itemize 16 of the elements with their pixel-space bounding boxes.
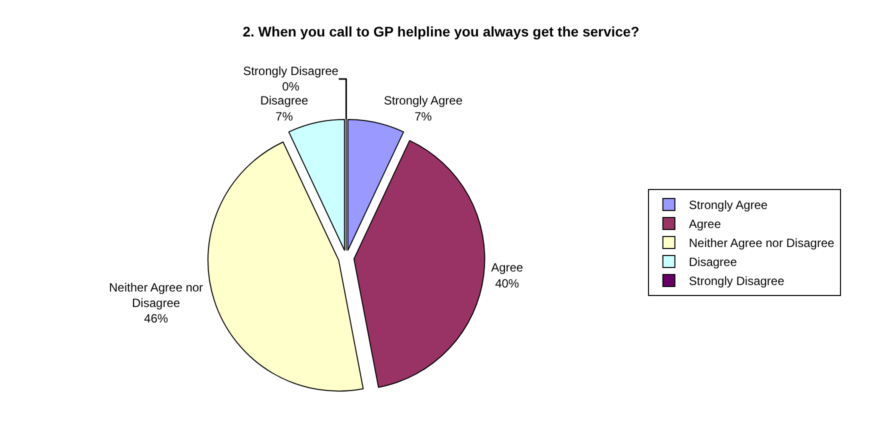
slice-label: Strongly Agree	[384, 94, 463, 108]
slice-label: Disagree	[260, 94, 309, 108]
legend-label: Strongly Disagree	[688, 274, 785, 288]
text: 0%	[282, 80, 300, 94]
data-label: 40%	[495, 276, 520, 290]
legend-label: Strongly Agree	[688, 198, 768, 212]
legend-label: Agree	[688, 217, 722, 232]
chart-title: 2. When you call to GP helpline you always get the service?	[242, 24, 640, 40]
category-label: Strongly Disagree	[243, 64, 338, 78]
legend-label: Neither Agree nor Disagree	[688, 236, 835, 250]
slice-label: Agree	[491, 260, 524, 275]
data-label: 46%	[144, 311, 168, 326]
data-label: 7%	[276, 109, 294, 124]
data-label: 7%	[414, 109, 432, 124]
legend-label: Disagree	[688, 255, 738, 270]
slice-label: Neither Agree nor Disagree	[109, 280, 204, 310]
